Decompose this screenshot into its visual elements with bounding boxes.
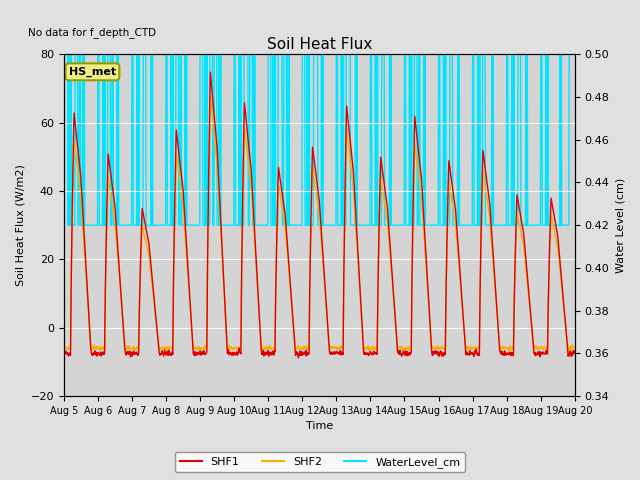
Y-axis label: Water Level (cm): Water Level (cm) (615, 178, 625, 273)
Legend: SHF1, SHF2, WaterLevel_cm: SHF1, SHF2, WaterLevel_cm (175, 452, 465, 472)
Text: HS_met: HS_met (69, 67, 116, 77)
Title: Soil Heat Flux: Soil Heat Flux (267, 36, 372, 52)
Text: No data for f_depth_CTD: No data for f_depth_CTD (28, 27, 156, 38)
X-axis label: Time: Time (306, 421, 333, 432)
Y-axis label: Soil Heat Flux (W/m2): Soil Heat Flux (W/m2) (15, 164, 25, 286)
